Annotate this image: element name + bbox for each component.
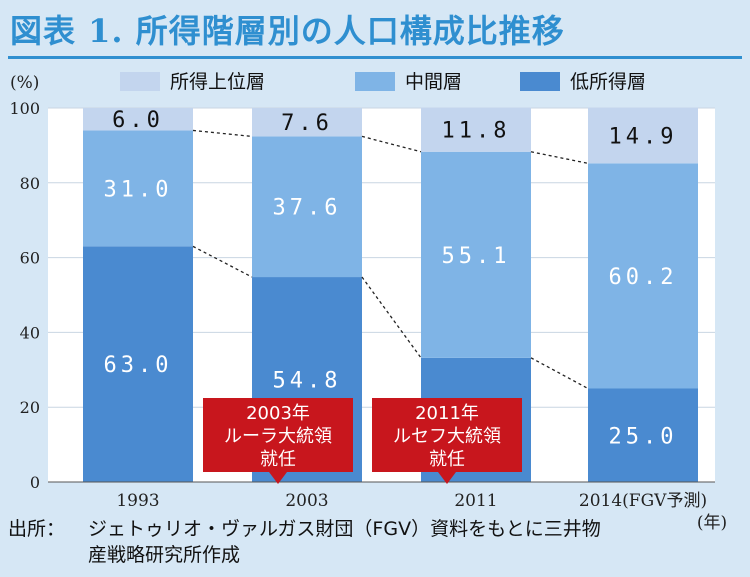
data-label: 63.0: [104, 353, 173, 378]
data-label: 25.0: [609, 424, 678, 449]
x-tick-label: 2011: [454, 491, 497, 511]
y-axis-label: (%): [10, 73, 39, 93]
title-rule: [8, 56, 742, 59]
connector-line: [361, 135, 422, 153]
callout-text: 就任: [429, 449, 465, 470]
source-line-2: 産戦略研究所作成: [88, 544, 241, 566]
connector-line: [361, 276, 422, 359]
callout-text: ルーラ大統領: [224, 426, 332, 447]
x-tick-label: 2014(FGV予測): [579, 491, 707, 511]
y-tick-label: 40: [20, 323, 40, 342]
callout-text: ルセフ大統領: [393, 426, 501, 447]
bar-segment: [588, 388, 698, 482]
legend-swatch: [355, 72, 395, 91]
y-tick-label: 0: [30, 473, 40, 492]
legend-swatch: [120, 72, 160, 91]
data-label: 60.2: [609, 265, 678, 290]
data-label: 14.9: [609, 124, 678, 149]
bar-segment: [252, 136, 362, 278]
bar-segment: [588, 107, 698, 164]
x-axis-unit: (年): [697, 513, 727, 533]
connector-line: [192, 245, 253, 278]
callout-text: 2011年: [415, 403, 479, 424]
x-tick-label: 2003: [285, 491, 328, 511]
y-tick-label: 20: [20, 398, 40, 417]
bar-segment: [83, 130, 193, 247]
data-label: 7.6: [281, 111, 333, 136]
source-label: 出所：: [8, 518, 66, 540]
bar-segment: [83, 246, 193, 482]
legend-label: 中間層: [405, 71, 462, 93]
bar-segment: [83, 108, 193, 131]
connector-line: [530, 357, 589, 390]
callout-pointer: [269, 472, 287, 484]
bar-segment: [421, 107, 531, 152]
callout-text: 就任: [260, 449, 296, 470]
bar-segment: [252, 108, 362, 137]
data-label: 54.8: [273, 369, 342, 394]
connector-line: [192, 129, 253, 138]
source-line-1: ジェトゥリオ・ヴァルガス財団（FGV）資料をもとに三井物: [88, 518, 601, 540]
legend-swatch: [520, 72, 560, 91]
callout-text: 2003年: [246, 403, 310, 424]
page-title: 図表 1. 所得階層別の人口構成比推移: [10, 12, 565, 50]
source-note: 出所： ジェトゥリオ・ヴァルガス財団（FGV）資料をもとに三井物 産戦略研究所作成: [8, 516, 748, 568]
y-tick-label: 100: [9, 99, 40, 118]
y-tick-label: 80: [20, 174, 40, 193]
callout-box: [372, 398, 522, 472]
callout-pointer: [438, 472, 456, 484]
legend-label: 所得上位層: [170, 71, 265, 93]
bar-segment: [421, 151, 531, 358]
connector-line: [530, 151, 589, 164]
bar-segment: [588, 163, 698, 389]
y-tick-label: 60: [20, 249, 40, 268]
x-tick-label: 1993: [116, 491, 159, 511]
data-label: 37.6: [273, 196, 342, 221]
data-label: 11.8: [442, 119, 511, 144]
legend-label: 低所得層: [570, 71, 646, 93]
data-label: 55.1: [442, 244, 511, 269]
callout-box: [203, 398, 353, 472]
data-label: 6.0: [112, 108, 164, 133]
data-label: 31.0: [104, 177, 173, 202]
